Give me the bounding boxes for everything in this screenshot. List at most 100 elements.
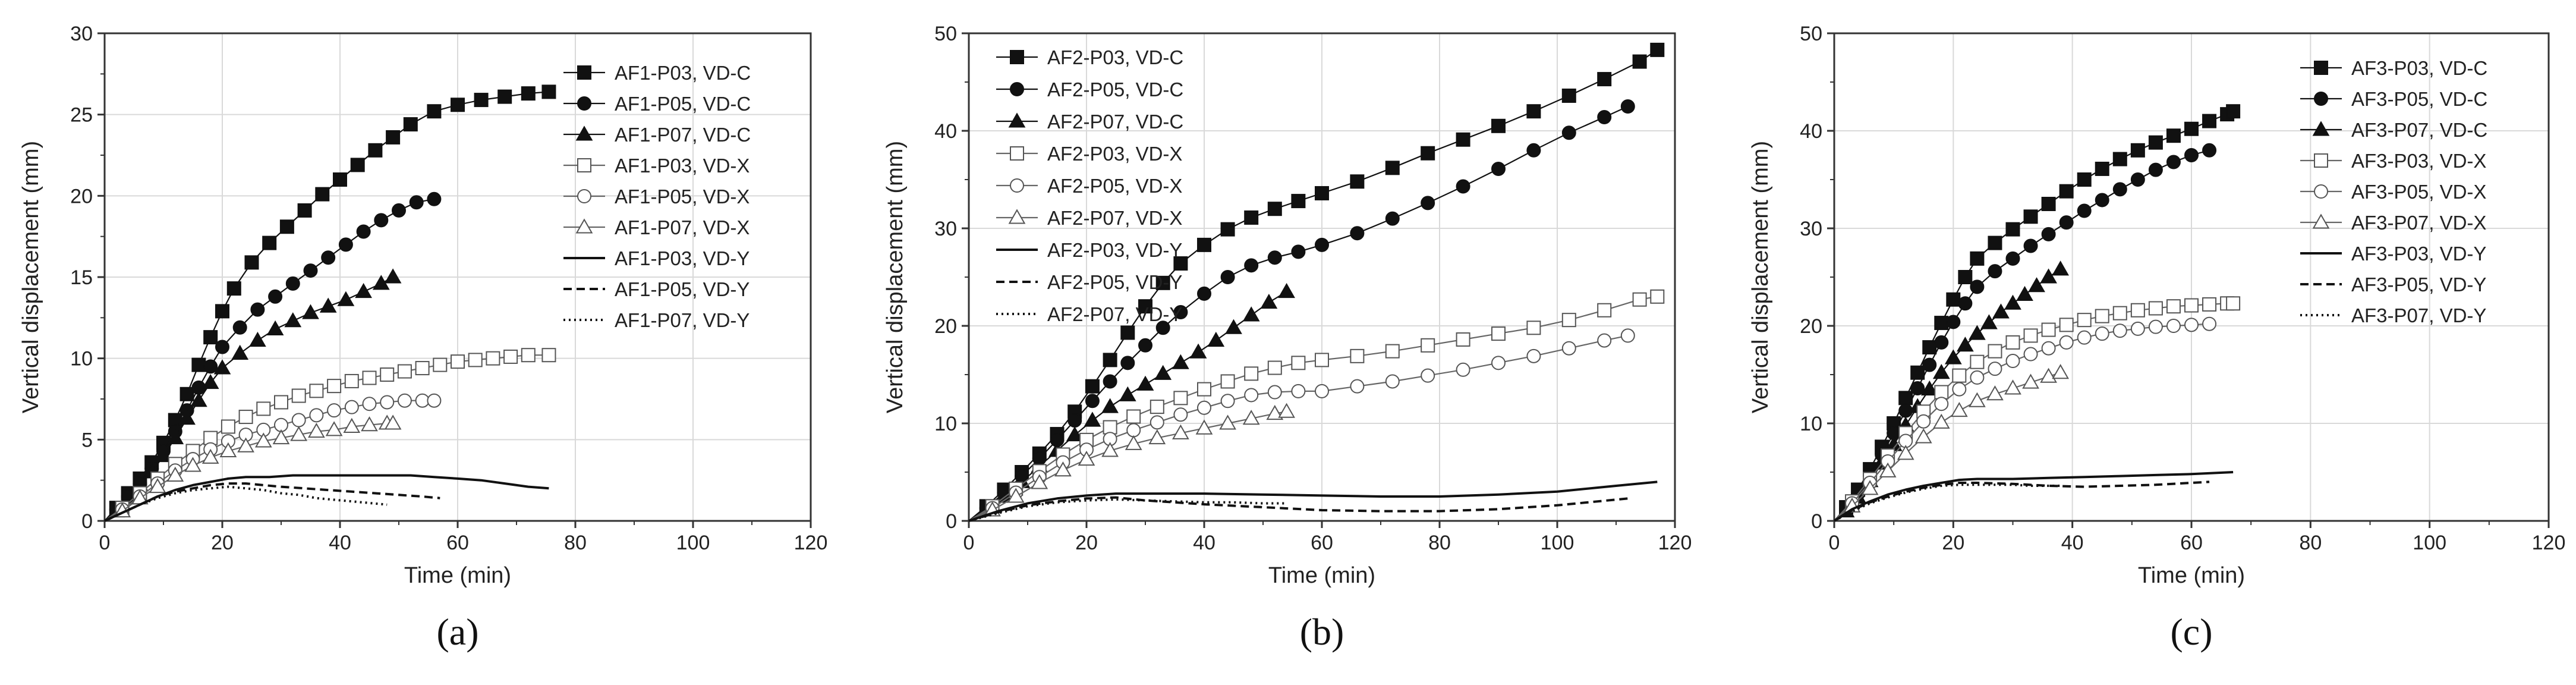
x-tick-label: 100	[2413, 532, 2446, 554]
legend-swatch-marker	[577, 158, 591, 172]
data-point	[2077, 203, 2092, 218]
data-point	[1084, 411, 1101, 427]
data-point	[2112, 323, 2127, 338]
data-point	[2059, 318, 2074, 332]
data-point	[1491, 118, 1506, 133]
series-8	[104, 482, 440, 522]
data-point	[1650, 42, 1665, 57]
data-point	[2004, 379, 2021, 395]
data-point	[2095, 193, 2109, 208]
data-point	[213, 359, 231, 375]
data-point	[1597, 333, 1612, 348]
legend-entry: AF3-P05, VD-X	[2351, 181, 2486, 203]
data-point	[1922, 340, 1937, 355]
data-point	[2040, 268, 2057, 284]
data-point	[1150, 415, 1164, 430]
legend-entry: AF1-P05, VD-X	[615, 186, 750, 208]
data-point	[384, 268, 402, 284]
legend-swatch-marker	[2312, 121, 2330, 136]
data-point	[1067, 413, 1082, 428]
data-point	[2022, 373, 2039, 389]
data-point	[1119, 386, 1136, 401]
legend-entry: AF1-P05, VD-C	[615, 93, 751, 115]
series-line	[1834, 483, 2061, 522]
data-point	[1385, 374, 1400, 389]
data-point	[1155, 275, 1170, 290]
y-axis-label: Vertical displacement (mm)	[18, 141, 43, 413]
legend-entry: AF3-P03, VD-X	[2351, 150, 2486, 172]
data-point	[179, 387, 194, 401]
data-point	[1291, 194, 1306, 209]
data-point	[1267, 202, 1282, 216]
data-point	[1934, 316, 1949, 331]
y-tick-label: 25	[70, 104, 93, 127]
data-point	[1385, 211, 1400, 226]
legend-entry: AF2-P03, VD-X	[1047, 143, 1182, 165]
data-point	[219, 442, 237, 457]
series-5	[1834, 316, 2217, 521]
data-point	[266, 320, 284, 335]
data-point	[1456, 362, 1470, 377]
legend-entry: AF1-P03, VD-Y	[615, 247, 750, 269]
data-point	[1315, 384, 1329, 398]
data-point	[166, 466, 184, 482]
data-point	[355, 282, 372, 298]
data-point	[1597, 303, 1612, 318]
data-point	[2112, 306, 2127, 320]
data-point	[1220, 222, 1235, 237]
data-point	[1922, 357, 1937, 372]
data-point	[2202, 143, 2217, 158]
data-point	[2041, 227, 2056, 241]
data-point	[2184, 298, 2199, 313]
data-point	[2202, 316, 2217, 331]
legend-swatch-marker	[1010, 178, 1024, 193]
data-point	[1207, 331, 1225, 347]
data-point	[1120, 356, 1135, 370]
legend-entry: AF2-P03, VD-Y	[1047, 239, 1182, 261]
legend-entry: AF2-P05, VD-Y	[1047, 271, 1182, 293]
y-axis-label: Vertical displacement (mm)	[1748, 141, 1773, 413]
data-point	[1278, 282, 1295, 298]
data-point	[2148, 135, 2163, 150]
legend-entry: AF1-P05, VD-Y	[615, 278, 750, 300]
data-point	[1260, 293, 1278, 309]
data-point	[427, 104, 442, 119]
data-point	[321, 250, 336, 265]
y-tick-label: 20	[70, 185, 93, 208]
x-tick-label: 20	[1075, 532, 1098, 554]
data-point	[1969, 392, 1986, 407]
legend-entry: AF1-P07, VD-X	[615, 216, 750, 238]
data-point	[1946, 315, 1961, 329]
series-7	[1833, 471, 2234, 522]
data-point	[319, 297, 337, 313]
data-point	[232, 320, 247, 335]
data-point	[250, 302, 265, 317]
data-point	[2095, 326, 2109, 341]
data-point	[1561, 88, 1576, 103]
data-point	[2148, 162, 2163, 177]
data-point	[2166, 128, 2181, 143]
data-point	[1242, 306, 1260, 322]
series-8	[968, 496, 1628, 522]
legend-entry: AF1-P07, VD-Y	[615, 309, 750, 331]
data-point	[1291, 384, 1306, 398]
data-point	[1291, 244, 1306, 259]
data-point	[397, 393, 412, 408]
series-line	[104, 474, 549, 522]
x-tick-label: 0	[1829, 532, 1840, 554]
data-point	[2077, 330, 2092, 345]
y-tick-label: 0	[1811, 510, 1822, 533]
data-point	[468, 353, 483, 367]
data-point	[2095, 161, 2109, 176]
data-point	[1934, 397, 1949, 411]
x-tick-label: 0	[963, 532, 975, 554]
data-point	[1315, 237, 1329, 252]
data-point	[1632, 54, 1647, 69]
data-point	[1980, 314, 1998, 329]
data-point	[1220, 394, 1235, 409]
data-point	[2041, 341, 2056, 356]
data-point	[1910, 365, 1925, 380]
data-point	[1244, 388, 1259, 403]
data-point	[268, 289, 283, 304]
data-point	[203, 359, 218, 374]
